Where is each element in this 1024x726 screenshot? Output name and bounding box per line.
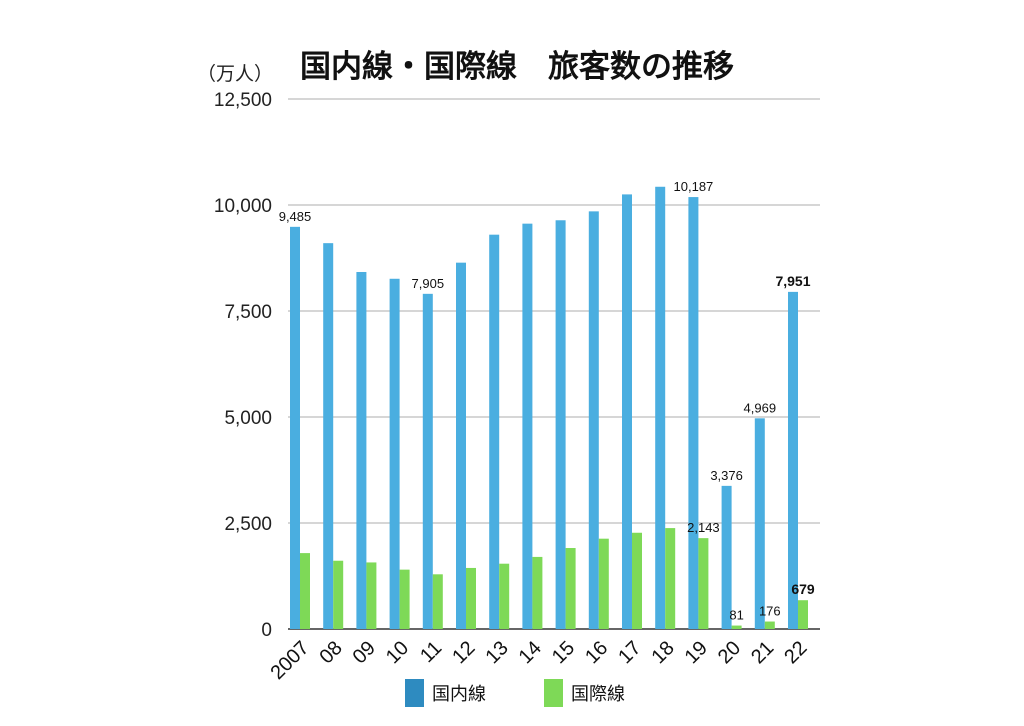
international-bar-20	[731, 625, 742, 629]
y-axis-unit-label: （万人）	[197, 63, 273, 85]
legend-label-international: 国際線	[571, 684, 625, 705]
domestic-bar-08	[323, 243, 334, 629]
legend-swatch-international	[544, 679, 563, 707]
domestic-bar-2007	[290, 226, 300, 629]
x-tick-label: 20	[714, 637, 745, 668]
gridlines	[288, 98, 820, 630]
x-tick-label: 17	[614, 637, 645, 668]
international-bar-2007	[300, 553, 310, 629]
data-label: 81	[729, 608, 743, 623]
domestic-bar-15	[555, 220, 566, 629]
x-tick-label: 16	[581, 637, 612, 668]
data-label: 679	[791, 581, 815, 597]
domestic-bar-16	[588, 211, 599, 630]
data-label: 3,376	[710, 468, 743, 483]
domestic-bar-18	[655, 186, 666, 629]
international-bar-19	[698, 538, 709, 629]
domestic-bar-12	[456, 262, 466, 629]
international-bar-13	[499, 563, 510, 629]
domestic-bar-20	[721, 485, 732, 629]
international-bar-09	[366, 562, 377, 629]
x-tick-label: 21	[747, 637, 778, 668]
legend-swatch-domestic	[405, 679, 424, 707]
bars	[290, 186, 808, 630]
x-tick-label: 22	[780, 637, 811, 668]
domestic-bar-14	[522, 223, 533, 629]
international-bar-12	[466, 567, 476, 629]
x-axis-ticks: 2007 08 09 10 11 12 13 14 15 16 17 18 19 20 21 22	[267, 637, 812, 684]
international-bar-18	[665, 528, 676, 629]
international-bar-21	[764, 621, 775, 629]
x-tick-label: 11	[416, 637, 446, 667]
x-tick-label: 2007	[267, 637, 314, 684]
x-tick-label: 12	[448, 637, 479, 668]
y-tick-label: 7,500	[224, 302, 272, 323]
domestic-bar-21	[754, 418, 765, 629]
data-label: 4,969	[744, 400, 777, 415]
international-bar-17	[632, 532, 642, 629]
domestic-bar-22	[788, 291, 798, 629]
chart-title: 国内線・国際線 旅客数の推移	[300, 49, 734, 85]
x-tick-label: 10	[382, 637, 413, 668]
data-label: 7,951	[775, 273, 810, 289]
data-label: 2,143	[687, 520, 720, 535]
international-bar-16	[598, 538, 609, 629]
international-bar-11	[432, 574, 443, 629]
data-label: 176	[759, 604, 781, 619]
x-tick-label: 19	[681, 637, 712, 668]
y-tick-label: 0	[261, 620, 272, 641]
domestic-bar-10	[389, 278, 400, 629]
international-bar-08	[333, 560, 344, 629]
legend: 国内線 国際線	[405, 679, 625, 707]
legend-label-domestic: 国内線	[432, 684, 486, 705]
y-tick-label: 12,500	[214, 90, 272, 111]
data-labels: 9,485 7,905 10,187 3,376 4,969 7,951 2,143 81 17…	[279, 179, 815, 622]
data-label: 7,905	[412, 276, 445, 291]
x-tick-label: 09	[349, 637, 380, 668]
domestic-bar-09	[356, 271, 367, 629]
domestic-bar-11	[422, 293, 433, 629]
y-tick-label: 2,500	[224, 514, 272, 535]
x-tick-label: 14	[515, 637, 546, 668]
domestic-bar-13	[489, 234, 500, 629]
data-label: 10,187	[674, 179, 714, 194]
data-label: 9,485	[279, 209, 312, 224]
international-bar-15	[565, 548, 576, 629]
x-tick-label: 08	[315, 637, 346, 668]
international-bar-22	[798, 600, 808, 629]
y-tick-label: 5,000	[224, 408, 272, 429]
y-axis-ticks: 0 2,500 5,000 7,500 10,000 12,500	[214, 90, 272, 641]
y-tick-label: 10,000	[214, 196, 272, 217]
x-tick-label: 13	[481, 637, 512, 668]
x-tick-label: 15	[548, 637, 579, 668]
domestic-bar-17	[622, 194, 632, 629]
international-bar-10	[399, 569, 410, 629]
domestic-bar-19	[688, 197, 699, 629]
international-bar-14	[532, 556, 543, 629]
x-tick-label: 18	[647, 637, 678, 668]
